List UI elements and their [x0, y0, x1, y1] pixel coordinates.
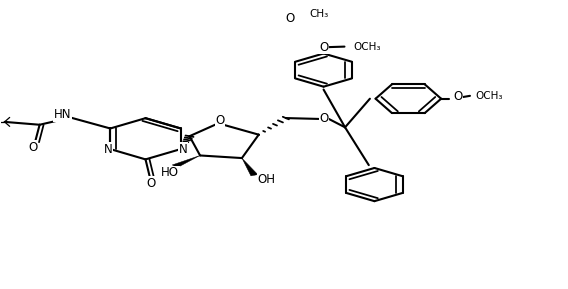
Polygon shape — [242, 158, 258, 176]
Text: N: N — [179, 142, 187, 155]
Text: HN: HN — [54, 108, 72, 121]
Text: O: O — [320, 112, 329, 125]
Text: O: O — [215, 114, 224, 127]
Text: O: O — [147, 177, 156, 190]
Text: N: N — [103, 142, 112, 155]
Text: HN: HN — [54, 108, 72, 121]
Text: HO: HO — [161, 166, 179, 179]
Text: O: O — [453, 90, 463, 103]
Text: OH: OH — [258, 173, 276, 186]
Text: N: N — [103, 142, 112, 155]
Text: O: O — [28, 140, 37, 153]
Text: OH: OH — [258, 173, 276, 186]
Polygon shape — [172, 155, 200, 168]
Text: HO: HO — [161, 166, 179, 179]
Text: OCH₃: OCH₃ — [475, 91, 503, 101]
Text: O: O — [215, 114, 224, 127]
Text: CH₃: CH₃ — [310, 9, 329, 19]
Text: N: N — [179, 142, 187, 155]
Text: OCH₃: OCH₃ — [353, 42, 381, 52]
Text: O: O — [319, 41, 328, 54]
Text: O: O — [285, 12, 294, 25]
Text: O: O — [147, 177, 156, 190]
Text: O: O — [28, 140, 37, 153]
Text: O: O — [320, 112, 329, 125]
